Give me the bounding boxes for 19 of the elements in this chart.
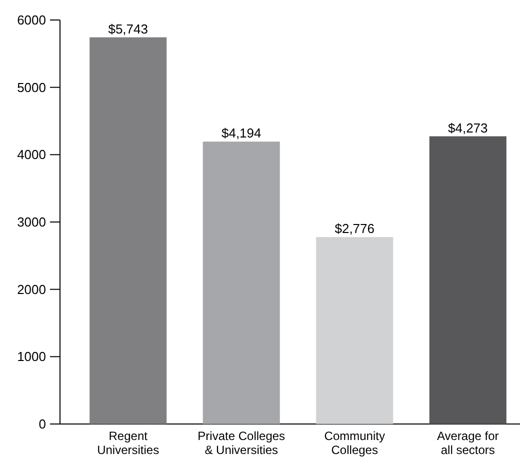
- y-tick-label: 4000: [17, 147, 46, 162]
- x-tick-label: Private Colleges & Universities: [198, 429, 286, 457]
- y-tick-label: 0: [38, 416, 46, 432]
- y-tick-label: 3000: [17, 214, 46, 230]
- y-tick-label: 1000: [17, 349, 46, 364]
- data-label: $4,273: [448, 120, 488, 136]
- y-tick-label: 6000: [17, 12, 46, 28]
- data-label: $5,743: [108, 21, 148, 36]
- bar: [90, 37, 167, 424]
- y-tick-label: 2000: [17, 282, 46, 297]
- x-tick-label: Average for all sectors: [436, 429, 499, 457]
- x-tick-label: Community Colleges: [324, 429, 385, 457]
- x-tick-label: Regent Universities: [97, 429, 160, 457]
- y-tick-label: 5000: [17, 80, 46, 95]
- data-label: $4,194: [221, 126, 262, 141]
- bar: [429, 136, 506, 424]
- data-label: $2,776: [334, 221, 375, 236]
- bar: [316, 237, 394, 424]
- bar: [202, 142, 280, 424]
